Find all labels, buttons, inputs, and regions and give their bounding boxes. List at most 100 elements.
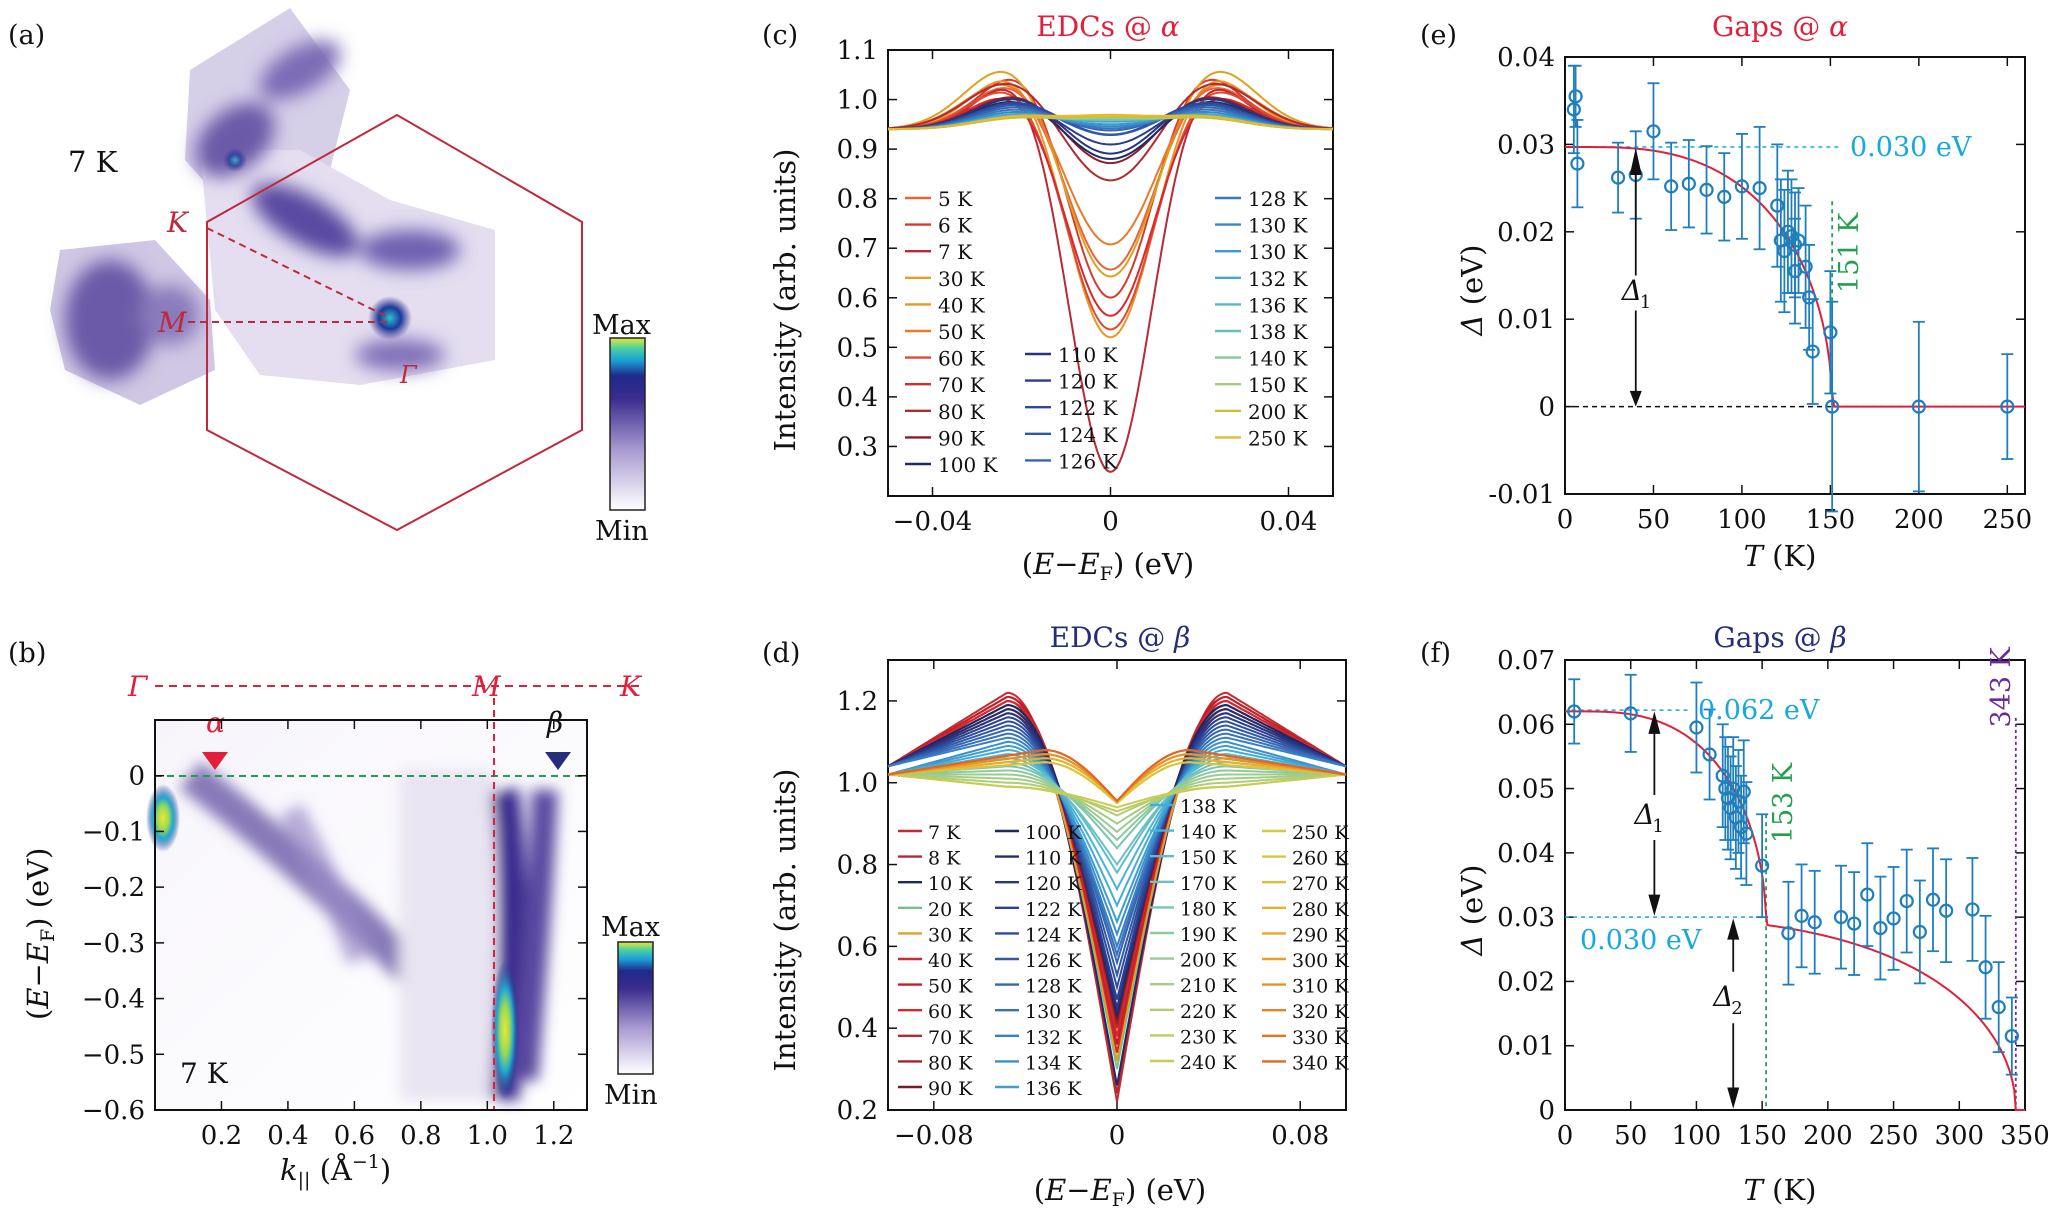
legend-c-label: 40 K — [938, 293, 986, 317]
data-point-e — [1610, 170, 1626, 185]
legend-d-label: 190 K — [1180, 924, 1237, 946]
legend-d-label: 60 K — [928, 1001, 973, 1023]
plot-f-xtick-label: 300 — [1934, 1121, 1984, 1151]
plot-c-xlabel: (E−EF) (eV) — [1022, 547, 1194, 585]
plot-e-ytick-label: 0.01 — [1497, 305, 1555, 335]
plot-c-ytick-label: 0.4 — [837, 383, 878, 413]
legend-d-label: 280 K — [1292, 899, 1349, 921]
tc1-label-f: 153 K — [1768, 762, 1799, 843]
plot-b-axes: 0.2 0.4 0.6 0.8 1.0 1.2 0 −0.1 −0.2 −0.3 −0.4 −0.5 −… — [82, 719, 588, 1151]
edc-beta-curve — [887, 703, 1347, 1017]
plot-f-ytick-label: 0.03 — [1497, 903, 1555, 933]
path-m-label: M — [471, 670, 502, 703]
legend-d-label: 260 K — [1292, 848, 1349, 870]
legend-d-label: 40 K — [928, 950, 973, 972]
legend-d-label: 122 K — [1025, 899, 1082, 921]
data-point-f — [1623, 706, 1638, 721]
plot-d-ytick-label: 0.8 — [837, 851, 878, 881]
k-point-label: K — [166, 206, 190, 239]
legend-c-label: 124 K — [1058, 423, 1119, 447]
legend-d-label: 330 K — [1292, 1027, 1349, 1049]
beta-label-b: β — [546, 706, 563, 739]
data-point-e — [1664, 179, 1679, 194]
panel-letter-e: (e) — [1420, 20, 1457, 51]
gap2-value-label-f: 0.030 eV — [1580, 925, 1702, 956]
edc-beta-curve — [887, 748, 1347, 803]
data-point-e — [1770, 198, 1785, 213]
plot-e-xtick-label: 150 — [1806, 505, 1856, 535]
edc-beta-curve — [887, 732, 1347, 958]
legend-c-label: 50 K — [938, 320, 986, 344]
data-point-f — [1873, 920, 1888, 936]
edc-beta-curve — [887, 744, 1347, 925]
tc-label-e: 151 K — [1834, 212, 1865, 293]
plot-e-area: 0 50 100 150 200 250-0.0100.010.020.030.04Δ10… — [1488, 43, 2032, 535]
plot-b-ytick-label: −0.6 — [82, 1096, 145, 1126]
edc-beta-curve — [887, 773, 1347, 809]
path-k-label: K — [619, 670, 643, 703]
plot-f-xtick-label: 250 — [1869, 1121, 1919, 1151]
data-point-f — [1886, 911, 1901, 926]
colorbar-b-max: Max — [601, 912, 660, 943]
data-point-f — [1702, 747, 1717, 762]
edc-beta-curve — [887, 761, 1347, 805]
plot-f-ylabel: Δ (eV) — [1455, 865, 1489, 957]
plot-f-ytick-label: 0.05 — [1497, 775, 1555, 805]
data-point-e — [1802, 290, 1817, 305]
plot-e-xtick-label: 200 — [1894, 505, 1944, 535]
legend-d-label: 270 K — [1292, 873, 1349, 895]
plot-d-xtick-label: 0 — [1109, 1121, 1126, 1151]
legend-d-label: 300 K — [1292, 950, 1349, 972]
delta1-label-f: Δ — [1633, 798, 1654, 831]
tc2-label-f: 343 K — [1986, 646, 2017, 727]
data-point-e — [1805, 344, 1820, 359]
plot-c-ylabel: Intensity (arb. units) — [768, 149, 802, 452]
alpha-label-b: α — [206, 706, 225, 739]
legend-d-label: 310 K — [1292, 976, 1349, 998]
data-point-e — [1784, 229, 1799, 244]
legend-d-label: 200 K — [1180, 950, 1237, 972]
delta2-arrowhead-down-f — [1727, 1087, 1740, 1109]
delta2-subscript-f: 2 — [1731, 998, 1742, 1019]
data-point-f — [1794, 908, 1809, 923]
data-point-f — [1807, 915, 1822, 930]
edc-alpha-curve — [887, 91, 1334, 331]
plot-d-xlabel: (E−EF) (eV) — [1034, 1173, 1206, 1211]
legend-c-label: 100 K — [938, 453, 999, 477]
legend-c-label: 90 K — [938, 426, 986, 450]
panel-c-edc-alpha: EDCs @ α −0.04 0 0.04 0.3 0.4 0.5 0.6 0.7 0.8 0.9… — [768, 10, 1334, 585]
plot-b-xtick-label: 0.4 — [267, 1121, 308, 1151]
delta1-subscript-f: 1 — [1652, 816, 1663, 837]
plot-e-xlabel: T (K) — [1744, 539, 1817, 573]
plot-d-ylabel: Intensity (arb. units) — [768, 769, 802, 1072]
legend-d-label: 80 K — [928, 1052, 973, 1074]
plot-b-ytick-label: −0.3 — [82, 929, 145, 959]
colorbar-a-min: Min — [595, 516, 649, 547]
legend-d-label: 130 K — [1025, 1001, 1082, 1023]
arpes-intensity-map — [50, 8, 495, 405]
legend-c-label: 60 K — [938, 347, 986, 371]
plot-d-ytick-label: 1.0 — [837, 769, 878, 799]
edc-alpha-curve — [887, 82, 1334, 182]
legend-d-label: 220 K — [1180, 1001, 1237, 1023]
panel-letter-d: (d) — [762, 638, 800, 669]
plot-e-ytick-label: 0.04 — [1497, 43, 1555, 73]
plot-c-ytick-label: 0.5 — [837, 333, 878, 363]
plot-f-ytick-label: 0.02 — [1497, 967, 1555, 997]
edc-beta-curve — [887, 740, 1347, 938]
alpha-arrow — [202, 752, 228, 770]
edc-beta-curve — [887, 753, 1347, 892]
legend-c-label: 200 K — [1248, 400, 1309, 424]
plot-e-xtick-label: 250 — [1982, 505, 2032, 535]
plot-f-frame — [1564, 659, 2026, 1111]
legend-d-label: 250 K — [1292, 822, 1349, 844]
plot-d-ytick-label: 0.6 — [837, 932, 878, 962]
data-point-e — [1681, 176, 1696, 191]
edc-beta-curve — [887, 716, 1347, 1000]
plot-c-xtick-label: 0 — [1102, 507, 1119, 537]
panel-letter-c: (c) — [762, 20, 798, 51]
plot-c-xtick-label: −0.04 — [893, 507, 973, 537]
plot-c-ytick-label: 0.8 — [837, 185, 878, 215]
legend-d-label: 50 K — [928, 976, 973, 998]
